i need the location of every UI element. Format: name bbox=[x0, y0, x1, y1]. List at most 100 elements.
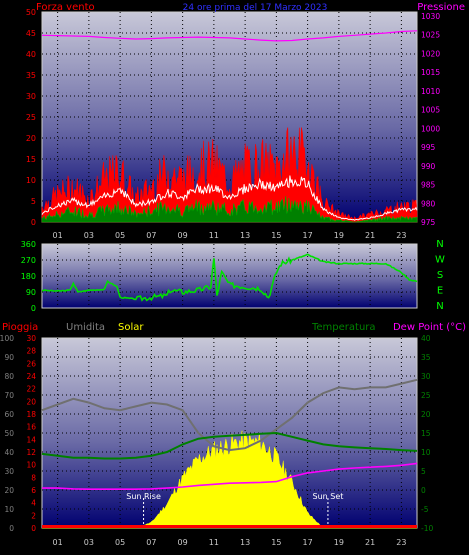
pressure-axis-title: Pressione bbox=[417, 2, 465, 13]
rain-y-tick-label: 16 bbox=[26, 423, 36, 432]
rain-y-tick-label: 2 bbox=[31, 511, 36, 520]
rain-bar bbox=[42, 525, 417, 528]
rain-y-tick-label: 18 bbox=[26, 410, 36, 419]
climate-x-tick-label: 23 bbox=[396, 538, 406, 547]
pressure-y-tick-label: 1015 bbox=[421, 68, 440, 77]
wind-x-tick-label: 15 bbox=[271, 231, 281, 240]
humidity-y-tick-label: 80 bbox=[4, 372, 14, 381]
rain-axis-title: Pioggia bbox=[2, 322, 38, 333]
humidity-line bbox=[41, 378, 418, 452]
compass-label: S bbox=[437, 270, 443, 281]
humidity-y-tick-label: 70 bbox=[4, 391, 14, 400]
temperature-y-tick-label: 5 bbox=[421, 467, 426, 476]
wind-y-tick-label: 40 bbox=[26, 50, 36, 59]
dew-point-line bbox=[42, 462, 418, 490]
compass-label: E bbox=[437, 286, 443, 297]
wind-x-tick-label: 01 bbox=[53, 231, 63, 240]
rain-y-tick-label: 24 bbox=[26, 372, 36, 381]
climate-x-tick-label: 19 bbox=[334, 538, 344, 547]
humidity-y-tick-label: 40 bbox=[4, 448, 14, 457]
rain-y-tick-label: 26 bbox=[26, 359, 36, 368]
humidity-y-tick-label: 90 bbox=[4, 353, 14, 362]
wind-y-tick-label: 5 bbox=[31, 197, 36, 206]
climate-x-tick-label: 03 bbox=[84, 538, 94, 547]
pressure-y-tick-label: 1030 bbox=[421, 12, 440, 21]
sunset-label: Sun Set bbox=[312, 492, 343, 501]
wind-y-tick-label: 20 bbox=[26, 134, 36, 143]
wind-x-tick-label: 09 bbox=[178, 231, 188, 240]
sunrise-label: Sun Rise bbox=[126, 492, 161, 501]
rain-y-tick-label: 28 bbox=[26, 347, 36, 356]
climate-x-tick-label: 07 bbox=[146, 538, 156, 547]
humidity-y-tick-label: 20 bbox=[4, 486, 14, 495]
humidity-y-tick-label: 60 bbox=[4, 410, 14, 419]
wind-y-tick-label: 35 bbox=[26, 71, 36, 80]
temperature-y-tick-label: 10 bbox=[421, 448, 431, 457]
rain-humidity-solar-temperature-chart: Sun Rise Sun Set0102030405060708090100024… bbox=[0, 322, 466, 547]
direction-y-tick-label: 0 bbox=[31, 304, 36, 313]
temperature-y-tick-label: 30 bbox=[421, 372, 431, 381]
rain-y-tick-label: 14 bbox=[26, 435, 36, 444]
climate-x-tick-label: 05 bbox=[115, 538, 125, 547]
temperature-y-tick-label: 0 bbox=[421, 486, 426, 495]
direction-y-tick-label: 360 bbox=[21, 240, 36, 249]
wind-low-area bbox=[41, 196, 418, 223]
wind-axis-title: Forza vento bbox=[36, 2, 95, 13]
wind-x-tick-label: 07 bbox=[146, 231, 156, 240]
wind-y-tick-label: 15 bbox=[26, 155, 36, 164]
temperature-y-tick-label: 25 bbox=[421, 391, 431, 400]
pressure-y-tick-label: 1010 bbox=[421, 87, 440, 96]
climate-x-tick-label: 15 bbox=[271, 538, 281, 547]
compass-label: N bbox=[436, 239, 443, 250]
climate-x-tick-label: 11 bbox=[209, 538, 219, 547]
pressure-y-tick-label: 1020 bbox=[421, 49, 440, 58]
wind-y-tick-label: 0 bbox=[31, 218, 36, 227]
pressure-line bbox=[41, 30, 418, 42]
pressure-y-tick-label: 990 bbox=[421, 162, 436, 171]
rain-y-tick-label: 0 bbox=[31, 524, 36, 533]
pressure-y-tick-label: 975 bbox=[421, 218, 436, 227]
pressure-y-tick-label: 995 bbox=[421, 143, 436, 152]
wind-x-tick-label: 19 bbox=[334, 231, 344, 240]
wind-y-tick-label: 10 bbox=[26, 176, 36, 185]
wind-direction-line bbox=[41, 253, 418, 302]
climate-x-tick-label: 01 bbox=[53, 538, 63, 547]
rain-y-tick-label: 20 bbox=[26, 397, 36, 406]
rain-y-tick-label: 4 bbox=[31, 499, 36, 508]
humidity-y-tick-label: 30 bbox=[4, 467, 14, 476]
direction-y-tick-label: 90 bbox=[26, 288, 36, 297]
wind-y-tick-label: 50 bbox=[26, 8, 36, 17]
solar-axis-title: Solar bbox=[118, 322, 144, 333]
wind-x-tick-label: 17 bbox=[303, 231, 313, 240]
wind-average-line bbox=[41, 175, 418, 221]
wind-x-tick-label: 13 bbox=[240, 231, 250, 240]
wind-x-tick-label: 05 bbox=[115, 231, 125, 240]
temperature-line bbox=[41, 431, 418, 460]
humidity-axis-title: Umidita bbox=[66, 322, 105, 333]
chart-date-title: 24 ore prima del 17 Marzo 2023 bbox=[183, 3, 328, 13]
pressure-y-tick-label: 1005 bbox=[421, 106, 440, 115]
climate-x-tick-label: 13 bbox=[240, 538, 250, 547]
temperature-y-tick-label: -5 bbox=[421, 505, 429, 514]
compass-label: N bbox=[436, 301, 443, 312]
humidity-y-tick-label: 100 bbox=[0, 334, 14, 343]
wind-x-tick-label: 21 bbox=[365, 231, 375, 240]
temperature-y-tick-label: 15 bbox=[421, 429, 431, 438]
temperature-axis-title: Temperatura bbox=[311, 322, 376, 333]
wind-y-tick-label: 30 bbox=[26, 92, 36, 101]
compass-label: W bbox=[435, 255, 445, 266]
pressure-y-tick-label: 1025 bbox=[421, 31, 440, 40]
wind-y-tick-label: 25 bbox=[26, 113, 36, 122]
temperature-y-tick-label: 35 bbox=[421, 353, 431, 362]
climate-x-tick-label: 09 bbox=[178, 538, 188, 547]
temperature-y-tick-label: -10 bbox=[421, 524, 433, 533]
pressure-y-tick-label: 985 bbox=[421, 181, 436, 190]
rain-y-tick-label: 30 bbox=[26, 334, 36, 343]
direction-y-tick-label: 180 bbox=[21, 272, 36, 281]
wind-x-tick-label: 11 bbox=[209, 231, 219, 240]
pressure-y-tick-label: 980 bbox=[421, 199, 436, 208]
rain-y-tick-label: 22 bbox=[26, 385, 36, 394]
temperature-y-tick-label: 40 bbox=[421, 334, 431, 343]
